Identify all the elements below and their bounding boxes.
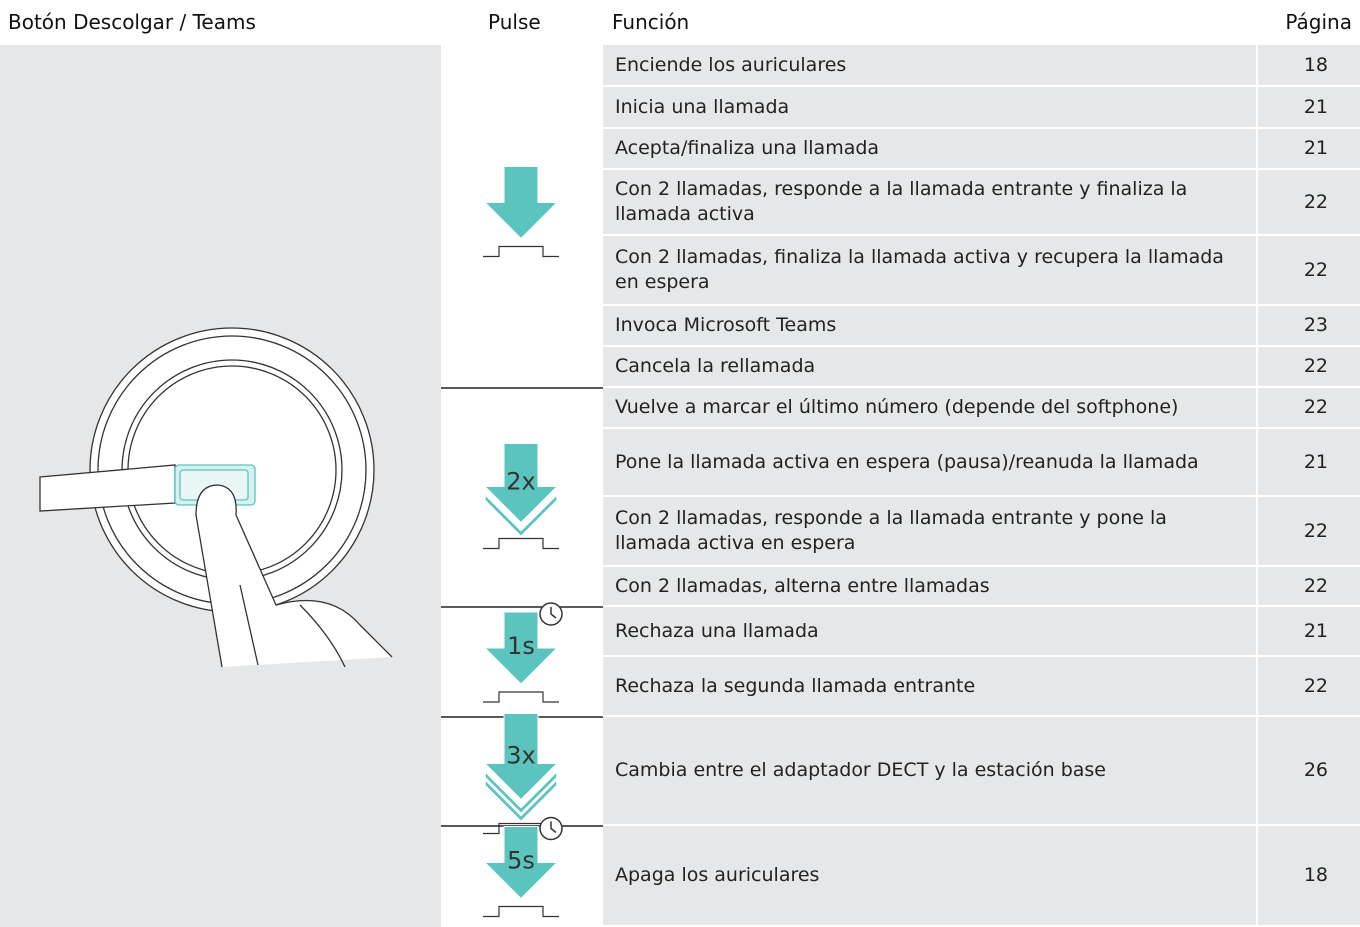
page-cell: 22: [1258, 170, 1360, 234]
arrow-chevron: [484, 769, 558, 815]
pulse-column: 2x 1s 3x 5s: [441, 166, 603, 918]
pulse-label: 5s: [507, 847, 535, 875]
page-cell: 22: [1258, 347, 1360, 386]
function-cell: Con 2 llamadas, responde a la llamada en…: [603, 170, 1256, 234]
header-function: Función: [612, 10, 690, 34]
function-cell: Con 2 llamadas, finaliza la llamada acti…: [603, 236, 1256, 304]
clock-hands: [550, 607, 557, 619]
arrow: [483, 443, 559, 524]
function-cell: Cancela la rellamada: [603, 347, 1256, 386]
arrow: [483, 166, 559, 240]
page-cell: 21: [1258, 87, 1360, 127]
arrow: [483, 826, 559, 900]
page-cell: 18: [1258, 826, 1360, 925]
button-base: [483, 691, 559, 703]
function-cell: Invoca Microsoft Teams: [603, 306, 1256, 345]
function-cell: Inicia una llamada: [603, 87, 1256, 127]
header-page: Página: [1285, 10, 1352, 34]
button-base: [483, 537, 559, 550]
function-cell: Cambia entre el adaptador DECT y la esta…: [603, 717, 1256, 824]
illustration: [0, 45, 441, 927]
function-cell: Pone la llamada activa en espera (pausa)…: [603, 429, 1256, 495]
button-base: [483, 245, 559, 258]
page-cell: 26: [1258, 717, 1360, 824]
page-cell: 18: [1258, 45, 1360, 85]
pulse-label: 3x: [506, 742, 535, 770]
function-cell: Acepta/finaliza una llamada: [603, 129, 1256, 168]
header-button: Botón Descolgar / Teams: [8, 10, 256, 34]
arrow: [483, 611, 559, 685]
page-cell: 21: [1258, 607, 1360, 655]
function-cell: Rechaza la segunda llamada entrante: [603, 657, 1256, 715]
pulse-label: 2x: [506, 468, 535, 496]
button-base: [483, 905, 559, 918]
page-cell: 22: [1258, 657, 1360, 715]
clock-hands: [550, 821, 557, 834]
page-cell: 21: [1258, 429, 1360, 495]
page-cell: 21: [1258, 129, 1360, 168]
page-cell: 22: [1258, 388, 1360, 427]
pulse-label: 1s: [507, 632, 535, 660]
arrow: [483, 713, 559, 801]
page-cell: 22: [1258, 236, 1360, 304]
function-cell: Con 2 llamadas, alterna entre llamadas: [603, 567, 1256, 605]
page-cell: 23: [1258, 306, 1360, 345]
arrow-chevron: [484, 777, 558, 823]
function-cell: Apaga los auriculares: [603, 826, 1256, 925]
page-cell: 22: [1258, 497, 1360, 565]
function-cell: Enciende los auriculares: [603, 45, 1256, 85]
arrow-chevron: [484, 492, 558, 538]
function-cell: Rechaza una llamada: [603, 607, 1256, 655]
function-cell: Con 2 llamadas, responde a la llamada en…: [603, 497, 1256, 565]
function-cell: Vuelve a marcar el último número (depend…: [603, 388, 1256, 427]
page-cell: 22: [1258, 567, 1360, 605]
header-pulse: Pulse: [488, 10, 541, 34]
